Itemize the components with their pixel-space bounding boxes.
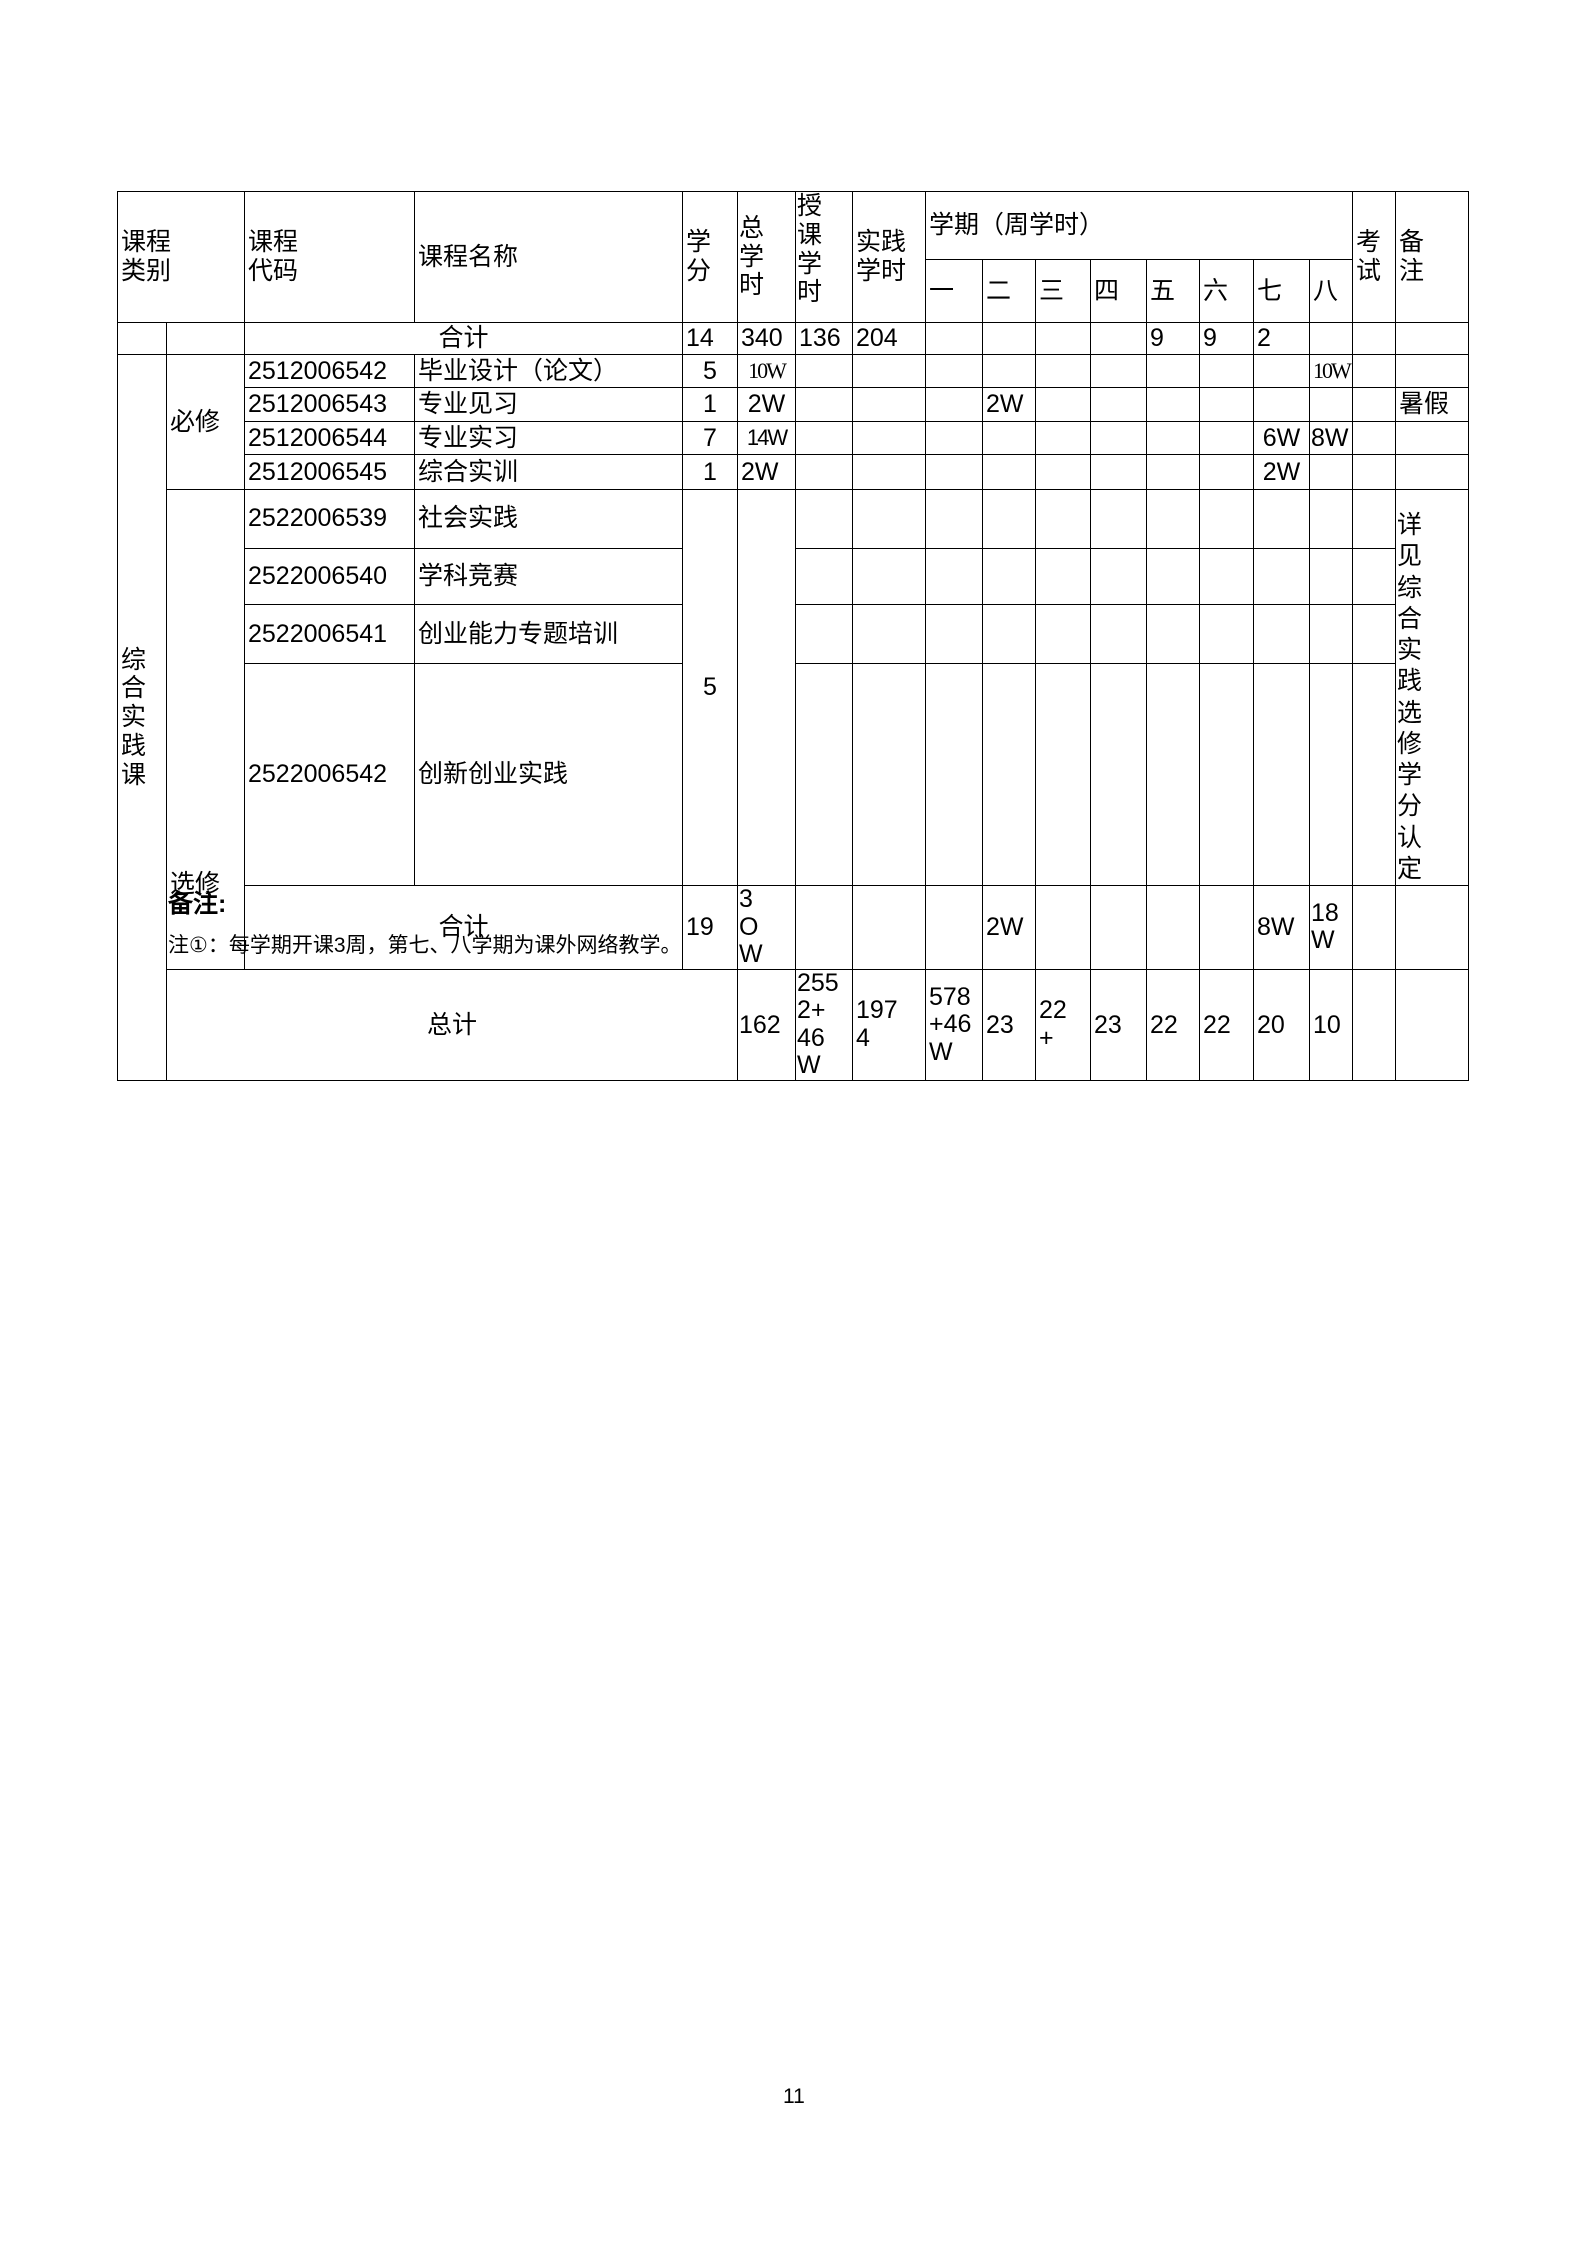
header-row: 课程类别 课程代码 课程名称 学分 总学时 授课学时 实践学时 学期（周学时） … <box>117 191 1470 323</box>
subtotal-label: 合计 <box>244 322 683 355</box>
elective-label: 选修 <box>166 489 245 970</box>
curriculum-table: 课程类别 课程代码 课程名称 学分 总学时 授课学时 实践学时 学期（周学时） … <box>117 191 1470 1082</box>
top-subtotal-row: 合计 14 340 136 204 9 9 2 <box>117 322 1470 355</box>
header-exam: 考试 <box>1352 191 1397 323</box>
header-credits: 学分 <box>682 191 738 323</box>
table-row: 2522006540 学科竞赛 <box>118 547 1469 606</box>
header-lecture-hours: 授课学时 <box>795 191 853 323</box>
elective-credits: 5 <box>682 489 738 886</box>
semester-2: 二 <box>982 259 1036 323</box>
page-number: 11 <box>783 2085 805 2108</box>
table-row: 2512006543 专业见习 1 2W 2W 暑假 <box>118 387 1470 422</box>
semester-header-row: 一 二 三 四 五 六 七 八 <box>118 259 1469 323</box>
header-remarks: 备注 <box>1395 191 1470 323</box>
subtotal-row: 合计 19 3OW 2W 8W 18W <box>118 885 1470 970</box>
grand-total-label: 总计 <box>166 968 738 1082</box>
notes-title: 备注: <box>168 890 227 918</box>
table-row: 综合实践课 必修 2512006542 毕业设计（论文） 5 10W 10W <box>117 354 1470 1081</box>
table-row: 2512006545 综合实训 1 2W 2W <box>118 454 1470 490</box>
table-row: 2512006544 专业实习 7 14W 6W 8W <box>118 421 1470 455</box>
table-row: 2522006541 创业能力专题培训 <box>118 604 1469 664</box>
header-category: 课程类别 <box>117 191 245 323</box>
semester-5: 五 <box>1146 259 1200 323</box>
header-practice-hours: 实践学时 <box>852 191 926 323</box>
required-label: 必修 <box>166 354 245 490</box>
subtotal-label: 合计 <box>244 885 683 970</box>
semester-6: 六 <box>1199 259 1254 323</box>
header-name: 课程名称 <box>414 191 683 323</box>
semester-4: 四 <box>1090 259 1147 323</box>
header-code: 课程代码 <box>244 191 415 323</box>
semester-8: 八 <box>1308 259 1354 323</box>
table-row: 2522006542 创新创业实践 <box>118 663 1469 886</box>
elective-remark: 详见综合实践选修学分认定 <box>1395 489 1470 886</box>
note-line-1: 注①：每学期开课3周，第七、八学期为课外网络教学。 <box>168 934 682 957</box>
semester-1: 一 <box>925 259 983 323</box>
header-total-hours: 总学时 <box>737 191 796 323</box>
table-row: 选修 2522006539 社会实践 5 详见综合实践选修学分认定 <box>118 489 1470 970</box>
header-semester-group: 学期（周学时） <box>924 191 1354 260</box>
semester-3: 三 <box>1035 259 1091 323</box>
category-cell: 综合实践课 <box>117 354 167 1081</box>
grand-total-row: 总计 162 2552+46W 1974 578+46W 23 22+ 23 2… <box>118 968 1470 1082</box>
semester-7: 七 <box>1253 259 1310 323</box>
